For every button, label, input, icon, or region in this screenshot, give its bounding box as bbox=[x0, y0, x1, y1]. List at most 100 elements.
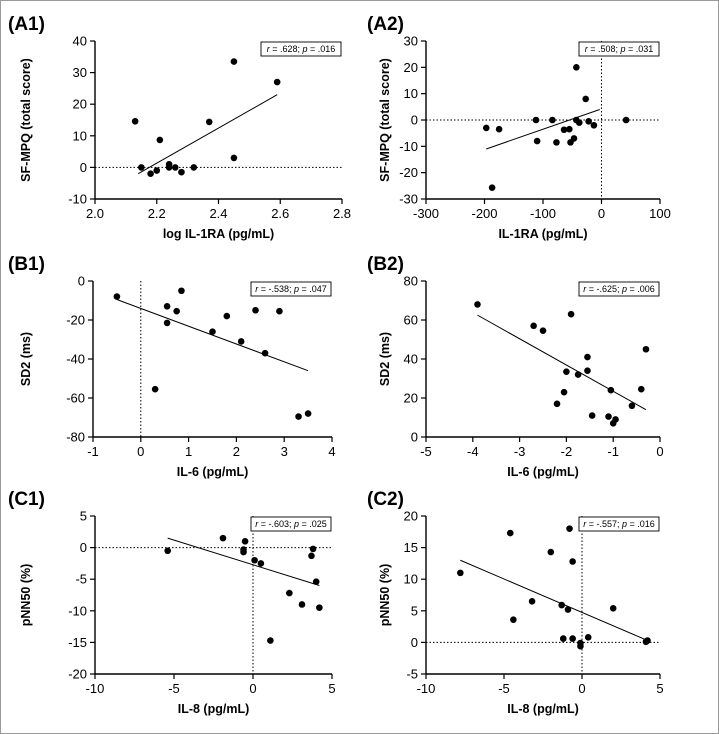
data-point bbox=[539, 327, 547, 335]
x-tick-label: 0 bbox=[578, 681, 585, 696]
data-point bbox=[560, 126, 568, 134]
data-point bbox=[178, 168, 185, 176]
x-tick-label: -10 bbox=[86, 681, 105, 696]
data-point bbox=[567, 310, 575, 318]
y-tick-label: -5 bbox=[75, 572, 87, 587]
data-point bbox=[609, 604, 617, 612]
stat-box bbox=[260, 41, 342, 57]
y-axis-label: pNN50 (%) bbox=[378, 564, 392, 627]
data-point bbox=[563, 368, 570, 375]
x-tick-label: 4 bbox=[328, 444, 335, 459]
y-axis-label: pNN50 (%) bbox=[19, 564, 33, 627]
x-tick-label: -10 bbox=[417, 681, 436, 696]
data-point bbox=[585, 118, 592, 125]
data-point bbox=[304, 410, 312, 417]
data-point bbox=[569, 635, 576, 642]
data-point bbox=[482, 124, 490, 132]
data-point bbox=[163, 303, 171, 310]
regression-line bbox=[477, 314, 647, 411]
data-point bbox=[241, 537, 249, 545]
data-point bbox=[261, 349, 269, 357]
y-tick-label: -20 bbox=[66, 313, 85, 328]
data-point bbox=[171, 164, 179, 171]
stat-box bbox=[578, 516, 660, 532]
data-point bbox=[219, 534, 227, 542]
x-tick-label: 0 bbox=[656, 444, 663, 459]
y-tick-label: 10 bbox=[73, 128, 87, 143]
data-point bbox=[553, 400, 561, 408]
stat-annotation: r = -.538; p = .047 bbox=[255, 284, 327, 294]
data-point bbox=[257, 560, 265, 567]
y-tick-label: 0 bbox=[80, 540, 87, 555]
scatter-panel: (A2)-300 -200 -100 0 100-30-20-100102030IL-1… bbox=[367, 14, 671, 241]
data-point bbox=[308, 552, 315, 560]
data-point bbox=[584, 353, 591, 361]
regression-line bbox=[137, 94, 278, 175]
y-tick-label: 0 bbox=[411, 113, 418, 128]
data-point bbox=[510, 616, 517, 623]
data-point bbox=[178, 287, 185, 295]
x-tick-label: -2 bbox=[561, 444, 573, 459]
data-point bbox=[642, 345, 650, 353]
x-tick-label: 5 bbox=[656, 681, 663, 696]
data-point bbox=[488, 184, 496, 191]
data-point bbox=[273, 78, 281, 86]
data-point bbox=[528, 598, 536, 605]
panel-label: (A2) bbox=[367, 14, 404, 35]
data-point bbox=[575, 119, 583, 126]
data-point bbox=[590, 121, 598, 129]
x-axis-label: IL-1RA (pg/mL) bbox=[498, 227, 587, 241]
y-tick-label: -20 bbox=[399, 165, 418, 180]
data-point bbox=[612, 416, 619, 423]
y-tick-label: 0 bbox=[411, 635, 418, 650]
data-point bbox=[584, 634, 592, 641]
data-point bbox=[298, 601, 306, 608]
data-point bbox=[309, 545, 317, 553]
stat-box bbox=[250, 516, 332, 532]
y-tick-label: 20 bbox=[404, 391, 418, 406]
x-tick-label: -5 bbox=[498, 681, 510, 696]
x-tick-label: -1 bbox=[87, 444, 99, 459]
x-tick-label: -3 bbox=[514, 444, 526, 459]
scatter-panel: (B2) -5 -4 -3 -2 -1 0 0 20 40 60 80 IL-6 (pg/mL) SD2 … bbox=[367, 254, 664, 479]
data-point bbox=[566, 525, 573, 532]
data-point bbox=[574, 371, 582, 378]
data-point bbox=[230, 58, 238, 65]
data-point bbox=[553, 139, 560, 146]
data-point bbox=[131, 117, 139, 125]
x-tick-label: 2.2 bbox=[148, 206, 166, 221]
stat-annotation: r = -.557; p = .016 bbox=[583, 519, 655, 529]
scatter-panel: (C1) -10 -5 0 5 -20 -15 -10 -5 0 5 IL-8 (pg/mL) pNN5… bbox=[8, 489, 336, 716]
x-tick-label: -4 bbox=[467, 444, 479, 459]
data-point bbox=[457, 569, 464, 577]
x-axis-label: IL-8 (pg/mL) bbox=[507, 702, 579, 716]
data-point bbox=[138, 164, 145, 171]
data-point bbox=[190, 164, 198, 171]
x-tick-label: -300 bbox=[413, 206, 439, 221]
x-tick-label: -200 bbox=[471, 206, 497, 221]
y-tick-label: 30 bbox=[73, 65, 87, 80]
x-tick-label: 0 bbox=[249, 681, 256, 696]
x-tick-label: 100 bbox=[649, 206, 671, 221]
data-point bbox=[549, 116, 556, 124]
x-tick-label: -5 bbox=[420, 444, 432, 459]
y-tick-label: 20 bbox=[404, 60, 418, 75]
data-point bbox=[113, 293, 121, 300]
regression-line bbox=[116, 299, 309, 372]
y-tick-label: 20 bbox=[404, 509, 418, 524]
data-point bbox=[223, 312, 231, 320]
y-tick-label: 40 bbox=[404, 352, 418, 367]
stat-annotation: r = .508; p = .031 bbox=[585, 44, 654, 54]
data-point bbox=[286, 589, 293, 597]
data-point bbox=[533, 137, 541, 145]
x-tick-label: 3 bbox=[281, 444, 288, 459]
y-tick-label: -10 bbox=[68, 192, 87, 207]
data-point bbox=[163, 319, 171, 327]
data-point bbox=[156, 136, 164, 144]
data-point bbox=[547, 548, 555, 556]
data-point bbox=[559, 635, 567, 642]
x-axis-label: IL-8 (pg/mL) bbox=[178, 702, 250, 716]
data-point bbox=[205, 118, 213, 126]
data-point bbox=[569, 558, 576, 565]
y-axis-label: SD2 (ms) bbox=[19, 332, 33, 386]
